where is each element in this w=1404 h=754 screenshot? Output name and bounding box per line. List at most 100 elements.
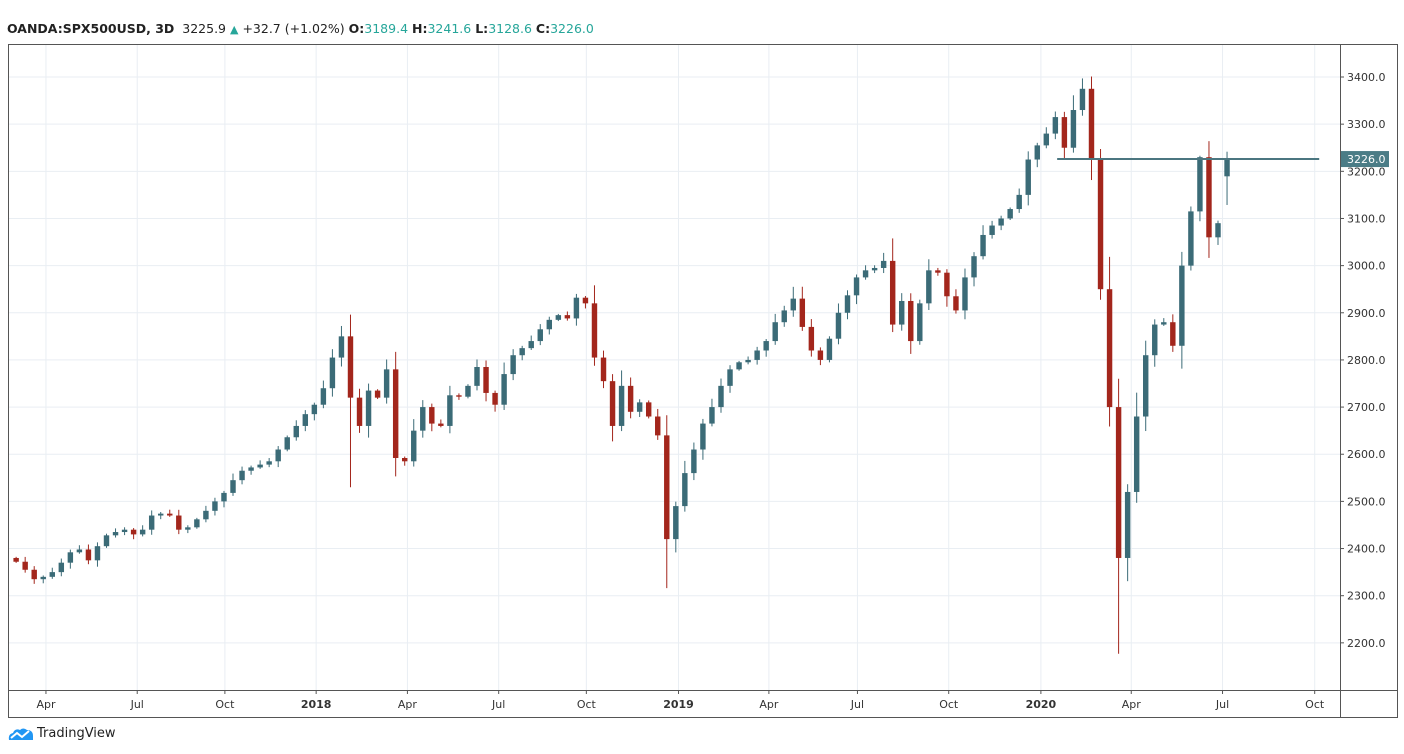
candle-body [1215, 223, 1221, 238]
candle-up [239, 466, 245, 485]
candle-body [627, 385, 634, 412]
candle-up [971, 252, 977, 287]
candle-up [736, 360, 742, 371]
candle-body [293, 425, 299, 438]
candle-down [664, 415, 670, 589]
candle-up [465, 384, 471, 399]
time-tick-label: Jul [850, 698, 864, 711]
candle-up [1016, 188, 1022, 213]
candle-up [989, 220, 995, 239]
time-tick-label: Jul [1215, 698, 1229, 711]
candle-body [655, 416, 661, 436]
candle-up [537, 324, 543, 346]
price-tick-label: 2800.0 [1347, 354, 1386, 367]
time-tick-label: Apr [398, 698, 418, 711]
candle-body [1034, 145, 1040, 160]
candle-down [492, 390, 498, 412]
candle-up [510, 349, 516, 381]
candle-up [1007, 207, 1013, 221]
candle-body [862, 270, 869, 278]
tradingview-logo[interactable]: TradingView [8, 726, 116, 741]
candle-up [1079, 78, 1086, 116]
candle-body [374, 390, 381, 398]
candle-body [573, 297, 580, 319]
candle-up [691, 442, 697, 481]
candle-up [40, 575, 46, 584]
candle-body [844, 295, 851, 313]
grid [8, 44, 1340, 690]
candle-body [167, 513, 173, 516]
candle-up [447, 385, 453, 434]
candle-up [546, 316, 553, 335]
candle-up [1179, 251, 1185, 369]
candle-body [763, 341, 769, 351]
candle-down [591, 285, 598, 366]
candle-up [682, 460, 688, 512]
candle-body [429, 407, 435, 424]
candle-body [185, 527, 191, 530]
tradingview-cloud-icon [8, 728, 34, 740]
candle-body [465, 385, 471, 397]
candle-body [1007, 209, 1013, 219]
candle-up [844, 290, 851, 320]
low-value: 3128.6 [488, 21, 532, 36]
candle-body [365, 390, 372, 426]
candle-body [1070, 110, 1077, 148]
candle-down [1115, 378, 1122, 654]
candle-body [194, 519, 200, 528]
candle-down [167, 509, 173, 517]
last-price: 3225.9 [182, 21, 227, 36]
time-axis[interactable]: Apr Jul Oct 2018 Apr Jul Oct 2019 Apr Jul Oct 2020 A… [36, 690, 1325, 711]
candle-body [510, 355, 516, 375]
candle-body [383, 369, 390, 398]
candle-up [727, 365, 733, 393]
candle-up [185, 525, 191, 534]
price-change: +32.7 (+1.02%) [242, 21, 345, 36]
price-tick-label: 3400.0 [1347, 71, 1386, 84]
tradingview-label: TradingView [37, 726, 116, 741]
time-tick-label: Apr [759, 698, 779, 711]
price-axis[interactable]: 2200.0 2300.0 2400.0 2500.0 2600.0 2700.0 2800… [1340, 71, 1389, 650]
candle-down [85, 544, 92, 565]
candle-body [1079, 88, 1086, 111]
candle-up [709, 398, 715, 427]
candle-body [1224, 159, 1230, 177]
candle-up [1070, 95, 1077, 153]
candle-body [275, 449, 281, 462]
candle-body [736, 362, 742, 370]
high-value: 3241.6 [427, 21, 472, 36]
candle-body [411, 430, 417, 462]
candle-down [627, 377, 634, 419]
candle-body [808, 326, 815, 351]
candle-body [302, 414, 309, 426]
candle-body [582, 297, 589, 304]
candle-down [564, 311, 571, 321]
candle-up [112, 528, 119, 538]
price-tick-label: 2600.0 [1347, 448, 1386, 461]
candle-body [13, 557, 19, 562]
candle-body [58, 562, 65, 573]
candle-body [799, 298, 806, 327]
candle-down [1061, 111, 1068, 160]
candle-body [1097, 159, 1104, 290]
candle-up [1161, 318, 1167, 326]
candle-body [401, 458, 408, 462]
candle-body [266, 461, 272, 465]
candle-body [31, 569, 37, 580]
candle-body [158, 513, 164, 516]
candle-body [645, 402, 652, 417]
candle-body [438, 423, 444, 426]
price-tick-label: 3100.0 [1347, 212, 1386, 225]
candle-up [383, 359, 390, 404]
candle-body [501, 374, 507, 405]
candle-down [130, 528, 137, 540]
candle-up [230, 473, 236, 496]
candle-body [953, 296, 959, 311]
candle-up [790, 286, 796, 317]
candle-body [636, 402, 643, 412]
candle-body [1179, 265, 1185, 346]
time-tick-label: Apr [36, 698, 56, 711]
candle-down [645, 400, 652, 419]
candle-body [944, 272, 950, 297]
